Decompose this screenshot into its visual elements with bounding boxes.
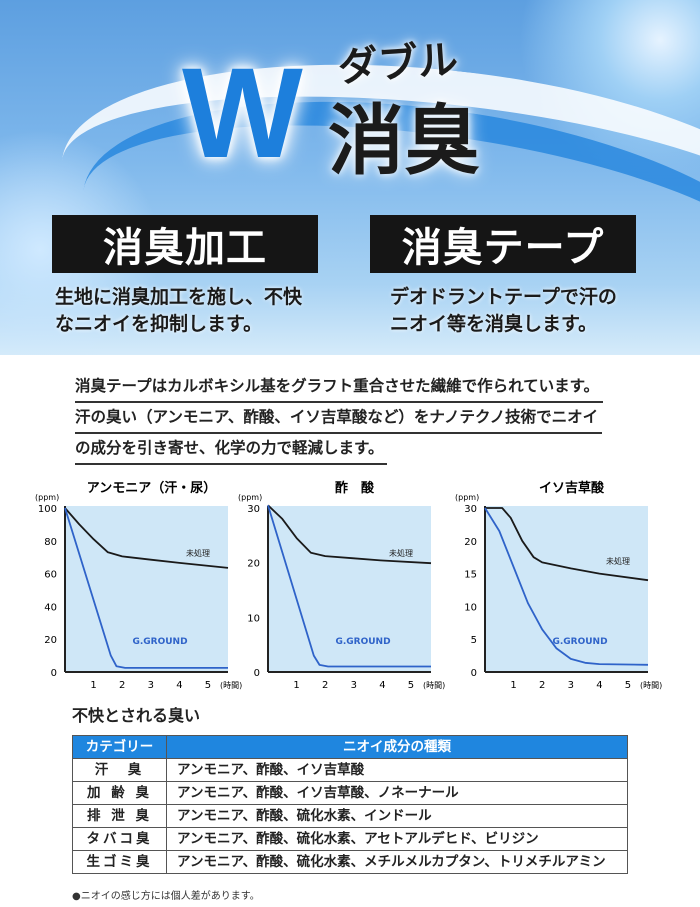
series-label-g-ground: G.GROUND [552, 637, 607, 647]
desc-line: 生地に消臭加工を施し、不快 [55, 287, 303, 308]
x-tick-label: 1 [293, 680, 299, 691]
chart-title: 酢 酸 [335, 480, 375, 496]
y-unit-label: (ppm) [35, 493, 59, 502]
x-tick-label: 4 [176, 680, 182, 691]
chart-acetic-acid: 酢 酸 (ppm) (時間) 0 10 20 30 1 2 3 4 5 未処理 G.GROUND [233, 478, 448, 693]
chart-svg: イソ吉草酸 (ppm) (時間) 0 5 10 15 20 30 1 2 3 4 5 未処理 G.GROUND [455, 480, 662, 691]
footnote: ●ニオイの感じ方には個人差があります。 [72, 891, 260, 902]
table-row: 排 泄 臭アンモニア、酢酸、硫化水素、インドール [72, 804, 628, 828]
x-unit-label: (時間) [220, 681, 242, 690]
x-tick-label: 1 [510, 680, 516, 691]
y-tick-label: 20 [44, 635, 57, 646]
y-tick-label: 30 [247, 504, 260, 515]
plot-area [485, 506, 648, 672]
components-cell: アンモニア、酢酸、イソ吉草酸 [166, 758, 628, 782]
paragraph-line: の成分を引き寄せ、化学の力で軽減します。 [75, 434, 388, 465]
chart-title: アンモニア（汗・尿） [87, 480, 216, 496]
series-label-untreated: 未処理 [606, 556, 630, 566]
y-tick-label: 80 [44, 537, 57, 548]
x-tick-label: 3 [148, 680, 154, 691]
x-unit-label: (時間) [423, 681, 445, 690]
x-tick-label: 5 [625, 680, 631, 691]
series-line-g-ground [267, 505, 431, 668]
y-unit-label: (ppm) [238, 493, 262, 502]
series-line-untreated [485, 507, 649, 582]
table-header: カテゴリー ニオイ成分の種類 [72, 735, 628, 759]
components-cell: アンモニア、酢酸、イソ吉草酸、ノネーナール [166, 781, 628, 805]
y-tick-label: 10 [464, 602, 477, 613]
w-logo: W [182, 42, 303, 185]
category-cell: 汗 臭 [72, 758, 167, 782]
x-tick-label: 2 [539, 680, 545, 691]
category-cell: 排 泄 臭 [72, 804, 167, 828]
chart-title: イソ吉草酸 [539, 480, 605, 496]
series-label-g-ground: G.GROUND [132, 637, 187, 647]
plot-area [268, 506, 431, 672]
chart-isovaleric-acid: イソ吉草酸 (ppm) (時間) 0 5 10 15 20 30 1 2 3 4 5 未処理 G.GROUND [450, 478, 665, 693]
y-tick-label: 20 [247, 559, 260, 570]
components-cell: アンモニア、酢酸、硫化水素、インドール [166, 804, 628, 828]
plot-area [65, 506, 228, 672]
x-tick-label: 4 [379, 680, 385, 691]
y-tick-label: 0 [51, 668, 57, 679]
y-tick-label: 10 [247, 613, 260, 624]
category-cell: 生ゴミ臭 [72, 850, 167, 874]
paragraph-line: 汗の臭い（アンモニア、酢酸、イソ吉草酸など）をナノテクノ技術でニオイ [75, 403, 603, 434]
y-tick-label: 0 [254, 668, 260, 679]
y-tick-label: 30 [464, 504, 477, 515]
table-row: 汗 臭アンモニア、酢酸、イソ吉草酸 [72, 758, 628, 782]
header-components: ニオイ成分の種類 [166, 735, 628, 759]
y-tick-label: 100 [38, 504, 57, 515]
x-tick-label: 4 [596, 680, 602, 691]
series-line-untreated [267, 504, 432, 565]
feature-label-processing: 消臭加工 [52, 215, 318, 273]
x-unit-label: (時間) [640, 681, 662, 690]
series-line-g-ground [64, 507, 228, 669]
y-tick-label: 60 [44, 570, 57, 581]
series-label-g-ground: G.GROUND [335, 637, 390, 647]
y-tick-label: 0 [471, 668, 477, 679]
table-row: 加 齢 臭アンモニア、酢酸、イソ吉草酸、ノネーナール [72, 781, 628, 805]
components-cell: アンモニア、酢酸、硫化水素、アセトアルデヒド、ビリジン [166, 827, 628, 851]
components-cell: アンモニア、酢酸、硫化水素、メチルメルカプタン、トリメチルアミン [166, 850, 628, 874]
desc-line: ニオイ等を消臭します。 [390, 314, 598, 335]
y-tick-label: 15 [464, 570, 477, 581]
x-tick-label: 5 [205, 680, 211, 691]
hero-title: 消臭 [328, 99, 480, 184]
y-tick-label: 40 [44, 602, 57, 613]
y-tick-label: 20 [464, 537, 477, 548]
description-paragraph: 消臭テープはカルボキシル基をグラフト重合させた繊維で作られています。 汗の臭い（… [75, 372, 604, 465]
y-unit-label: (ppm) [455, 493, 479, 502]
series-line-untreated [64, 507, 229, 569]
hero-reading: ダブル [336, 37, 460, 91]
desc-line: なニオイを抑制します。 [55, 314, 263, 335]
desc-line: デオドラントテープで汗の [390, 287, 617, 308]
header-category: カテゴリー [72, 735, 167, 759]
paragraph-line: 消臭テープはカルボキシル基をグラフト重合させた繊維で作られています。 [75, 372, 604, 403]
feature-desc-tape: デオドラントテープで汗の ニオイ等を消臭します。 [390, 284, 617, 338]
category-cell: 加 齢 臭 [72, 781, 167, 805]
x-tick-label: 1 [90, 680, 96, 691]
table-row: タバコ臭 アンモニア、酢酸、硫化水素、アセトアルデヒド、ビリジン [72, 827, 628, 851]
x-tick-label: 3 [351, 680, 357, 691]
chart-svg: 酢 酸 (ppm) (時間) 0 10 20 30 1 2 3 4 5 未処理 G.GROUND [238, 480, 445, 691]
x-tick-label: 5 [408, 680, 414, 691]
feature-label-tape: 消臭テープ [370, 215, 636, 273]
y-tick-label: 5 [471, 635, 477, 646]
series-label-untreated: 未処理 [389, 548, 413, 558]
feature-desc-processing: 生地に消臭加工を施し、不快 なニオイを抑制します。 [55, 284, 302, 338]
table-title: 不快とされる臭い [72, 708, 201, 725]
series-label-untreated: 未処理 [186, 548, 210, 558]
x-tick-label: 2 [322, 680, 328, 691]
hero-banner: W ダブル 消臭 消臭加工 消臭テープ 生地に消臭加工を施し、不快 なニオイを抑制… [0, 0, 700, 355]
chart-ammonia: アンモニア（汗・尿） (ppm) (時間) 0 20 40 60 80 100 1 2 3 4 5 未処理 G… [30, 478, 245, 693]
x-tick-label: 2 [119, 680, 125, 691]
x-tick-label: 3 [568, 680, 574, 691]
series-line-g-ground [484, 507, 649, 666]
table-row: 生ゴミ臭 アンモニア、酢酸、硫化水素、メチルメルカプタン、トリメチルアミン [72, 850, 628, 874]
category-cell: タバコ臭 [72, 827, 167, 851]
odor-table: カテゴリー ニオイ成分の種類 汗 臭アンモニア、酢酸、イソ吉草酸加 齢 臭アンモニ… [72, 735, 628, 874]
chart-svg: アンモニア（汗・尿） (ppm) (時間) 0 20 40 60 80 100 1 2 3 4 5 未処理 G… [35, 480, 242, 691]
